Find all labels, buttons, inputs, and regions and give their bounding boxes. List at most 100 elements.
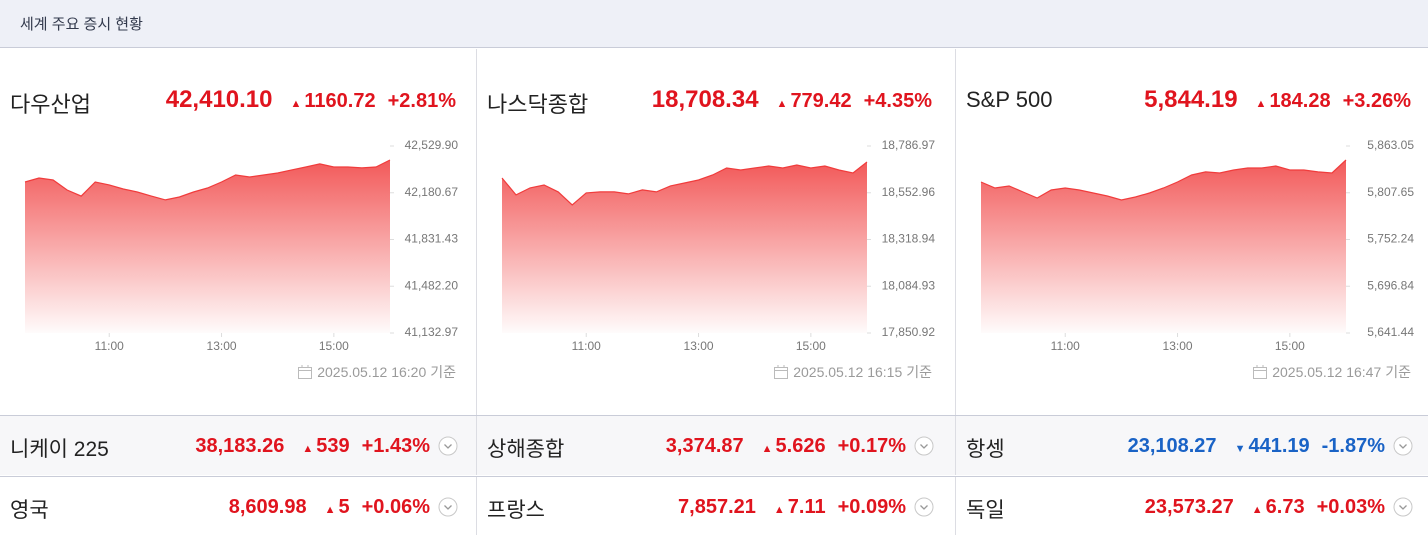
x-tick-label: 15:00 <box>1275 339 1305 353</box>
x-tick-label: 13:00 <box>684 339 714 353</box>
y-tick-label: 42,180.67 <box>405 185 459 199</box>
arrow-up: ▲ <box>776 98 788 110</box>
line <box>980 159 1347 201</box>
header-title: 세계 주요 증시 현황 <box>20 16 143 33</box>
index-name: 상해종합 <box>487 438 565 461</box>
quote-value: 5,844.19 <box>1144 86 1238 113</box>
y-tick-label: 18,786.97 <box>882 138 936 152</box>
header: 세계 주요 증시 현황 <box>0 0 1428 48</box>
quote-change: 184.28 <box>1269 90 1331 112</box>
x-tick-label: 11:00 <box>1051 339 1080 353</box>
arrow-down: ▼ <box>1234 443 1246 455</box>
timestamp: 2025.05.12 16:15 기준 <box>773 362 932 382</box>
index-panel: 다우산업 42,410.10 ▲ 1160.72 +2.81% 42,529.90 42,1… <box>0 49 474 415</box>
intraday-chart: 18,786.97 18,552.96 18,318.94 18,084.93 17,8… <box>501 138 936 353</box>
quote-value: 8,609.98 <box>228 496 307 518</box>
x-tick-label: 13:00 <box>207 339 237 353</box>
quote-value: 23,573.27 <box>1144 496 1234 518</box>
arrow-up: ▲ <box>1255 98 1267 110</box>
timestamp-time: 2025.05.12 16:20 <box>317 364 427 380</box>
index-cell: 상해종합 3,374.87 ▲ 5.626 +0.17% <box>476 416 950 475</box>
x-tick-label: 11:00 <box>572 339 601 353</box>
quote: 23,573.27 ▲ 6.73 +0.03% <box>1145 496 1385 519</box>
quote-change: 539 <box>316 435 350 457</box>
index-name: S&P 500 <box>966 87 1053 112</box>
quote-value: 7,857.21 <box>678 496 756 518</box>
index-cell: 독일 23,573.27 ▲ 6.73 +0.03% <box>955 477 1428 535</box>
x-tick-label: 13:00 <box>1163 339 1193 353</box>
index-name: 니케이 225 <box>10 438 109 461</box>
index-name: 항셍 <box>966 438 1005 461</box>
quote-value: 38,183.26 <box>195 435 285 457</box>
y-tick-label: 41,482.20 <box>405 278 459 292</box>
index-name: 영국 <box>10 499 49 522</box>
quote-change: 1160.72 <box>304 90 376 112</box>
intraday-chart: 5,863.05 5,807.65 5,752.24 5,696.84 5,641.44… <box>980 138 1414 353</box>
quote-rate: +2.81% <box>387 90 456 112</box>
quote-rate: +3.26% <box>1342 90 1411 112</box>
quote: 5,844.19 ▲ 184.28 +3.26% <box>1144 86 1411 114</box>
area <box>502 162 867 333</box>
expand-button[interactable] <box>914 436 934 456</box>
quote-change: 5 <box>338 496 350 518</box>
area <box>981 160 1346 333</box>
index-name: 프랑스 <box>487 499 545 522</box>
timestamp-suffix: 기준 <box>430 364 456 380</box>
quote: 42,410.10 ▲ 1160.72 +2.81% <box>166 86 456 114</box>
quote-change: 6.73 <box>1265 496 1305 518</box>
index-panel: S&P 500 5,844.19 ▲ 184.28 +3.26% 5,863.05 5,80… <box>955 49 1428 415</box>
index-row: 니케이 225 38,183.26 ▲ 539 +1.43% 상해종합 3,374.87 ▲ 5… <box>0 415 1428 475</box>
quote-change: 7.11 <box>787 496 826 518</box>
quote: 3,374.87 ▲ 5.626 +0.17% <box>666 435 906 458</box>
quote-value: 23,108.27 <box>1127 435 1217 457</box>
index-cell: 프랑스 7,857.21 ▲ 7.11 +0.09% <box>476 477 950 535</box>
x-tick-label: 15:00 <box>796 339 826 353</box>
y-tick-label: 41,831.43 <box>405 232 459 246</box>
quote: 23,108.27 ▼ 441.19 -1.87% <box>1128 435 1385 458</box>
arrow-up: ▲ <box>761 443 773 455</box>
expand-button[interactable] <box>914 497 934 517</box>
expand-button[interactable] <box>438 497 458 517</box>
y-tick-label: 5,863.05 <box>1367 138 1414 152</box>
quote-value: 18,708.34 <box>651 86 759 113</box>
timestamp-suffix: 기준 <box>1385 364 1411 380</box>
index-name: 다우산업 <box>10 92 91 117</box>
intraday-chart: 42,529.90 42,180.67 41,831.43 41,482.20 41,1… <box>24 138 459 353</box>
y-tick-label: 5,696.84 <box>1367 278 1414 292</box>
x-tick-label: 15:00 <box>319 339 349 353</box>
line <box>501 161 868 206</box>
arrow-up: ▲ <box>324 504 336 516</box>
quote: 8,609.98 ▲ 5 +0.06% <box>229 496 430 519</box>
quote-change: 5.626 <box>775 435 826 457</box>
index-name: 나스닥종합 <box>487 92 589 117</box>
quote-value: 3,374.87 <box>665 435 744 457</box>
calendar-icon <box>298 365 313 379</box>
index-cell: 영국 8,609.98 ▲ 5 +0.06% <box>0 477 474 535</box>
timestamp: 2025.05.12 16:47 기준 <box>1252 362 1411 382</box>
quote-rate: +0.06% <box>361 496 430 518</box>
index-cell: 니케이 225 38,183.26 ▲ 539 +1.43% <box>0 416 474 475</box>
expand-button[interactable] <box>1393 436 1413 456</box>
y-tick-label: 5,641.44 <box>1367 325 1414 339</box>
y-tick-label: 18,552.96 <box>882 185 936 199</box>
area <box>25 160 390 333</box>
quote-change: 441.19 <box>1248 435 1310 457</box>
arrow-up: ▲ <box>773 504 785 516</box>
timestamp-suffix: 기준 <box>906 364 932 380</box>
expand-button[interactable] <box>438 436 458 456</box>
quote-value: 42,410.10 <box>165 86 273 113</box>
quote-rate: +4.35% <box>863 90 932 112</box>
quote-rate: -1.87% <box>1321 435 1385 457</box>
calendar-icon <box>774 365 789 379</box>
index-name: 독일 <box>966 499 1005 522</box>
quote: 18,708.34 ▲ 779.42 +4.35% <box>652 86 932 114</box>
quote-change: 779.42 <box>790 90 852 112</box>
y-tick-label: 41,132.97 <box>405 325 459 339</box>
y-tick-label: 5,807.65 <box>1367 185 1414 199</box>
arrow-up: ▲ <box>290 98 302 110</box>
expand-button[interactable] <box>1393 497 1413 517</box>
timestamp-time: 2025.05.12 16:15 <box>793 364 903 380</box>
y-tick-label: 42,529.90 <box>405 138 459 152</box>
index-cell: 항셍 23,108.27 ▼ 441.19 -1.87% <box>955 416 1428 475</box>
